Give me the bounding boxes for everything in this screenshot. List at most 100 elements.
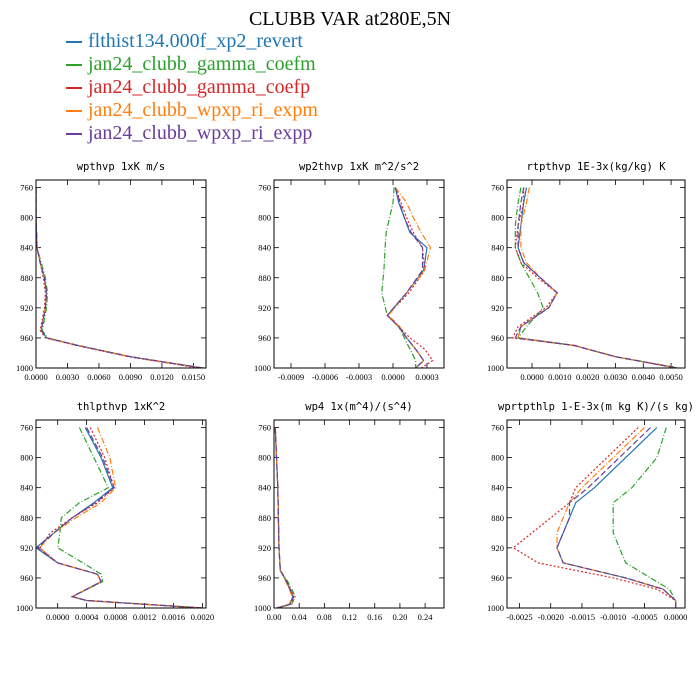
y-tick-label: 840: [258, 483, 271, 493]
plot-frame: [273, 419, 445, 609]
series-line: [36, 187, 202, 368]
x-tick-label: 0.16: [367, 612, 382, 622]
x-tick-label: 0.00: [267, 612, 282, 622]
y-tick-label: 880: [20, 513, 33, 523]
y-tick-label: 800: [491, 453, 504, 463]
y-tick-label: 840: [491, 483, 504, 493]
x-tick-label: 0.0000: [520, 372, 543, 382]
x-tick-label: 0.0030: [56, 372, 79, 382]
series-line: [38, 427, 203, 608]
series-line: [36, 427, 203, 608]
y-tick-label: 1000: [254, 603, 271, 613]
series-line: [36, 187, 202, 368]
y-tick-label: 760: [258, 423, 271, 433]
x-tick-label: 0.0040: [632, 372, 655, 382]
plot-frame: [35, 419, 207, 609]
legend-item: jan24_clubb_wpxp_ri_expm: [66, 99, 318, 122]
x-tick-label: 0.0016: [162, 612, 185, 622]
x-tick-label: -0.0005: [631, 612, 657, 622]
chart-panel: wp4 1x(m^4)/(s^4) 0.00 0.04 0.08 0.12 0.16 0.2…: [254, 401, 445, 622]
x-tick-label: 0.0000: [664, 612, 687, 622]
x-tick-label: 0.0020: [191, 612, 214, 622]
chart-panel: wprtpthlp 1-E-3x(m kg K)/(s kg) -0.0025 -0…: [487, 401, 694, 622]
y-tick-label: 920: [258, 543, 271, 553]
series-line: [381, 187, 417, 368]
series-line: [38, 427, 203, 608]
y-tick-label: 760: [491, 423, 504, 433]
x-tick-label: -0.0003: [346, 372, 372, 382]
y-tick-label: 1000: [487, 603, 504, 613]
plot-frame: [506, 179, 686, 369]
series-line: [556, 427, 677, 608]
panel-title: thlpthvp 1xK^2: [77, 401, 166, 413]
panel-title: wpthvp 1xK m/s: [77, 161, 166, 173]
x-tick-label: 0.0000: [381, 372, 404, 382]
x-tick-label: -0.0025: [506, 612, 532, 622]
y-tick-label: 960: [491, 573, 504, 583]
legend-line-icon: [66, 64, 82, 67]
x-tick-label: 0.0020: [576, 372, 599, 382]
y-tick-label: 920: [20, 303, 33, 313]
y-tick-label: 760: [20, 183, 33, 193]
y-tick-label: 800: [258, 453, 271, 463]
x-tick-label: -0.0015: [569, 612, 595, 622]
figure-title: CLUBB VAR at280E,5N: [248, 8, 452, 30]
y-tick-label: 960: [20, 333, 33, 343]
x-tick-label: 0.20: [392, 612, 407, 622]
series-line: [512, 427, 677, 608]
legend-item: jan24_clubb_gamma_coefp: [66, 76, 318, 99]
legend-line-icon: [66, 87, 82, 90]
x-tick-label: 0.0060: [87, 372, 110, 382]
x-tick-label: 0.0012: [133, 612, 156, 622]
chart-panel: thlpthvp 1xK^2 0.0000 0.0004 0.0008 0.0012 0.…: [16, 401, 214, 622]
series-line: [556, 427, 677, 608]
series-line: [556, 427, 677, 608]
legend-line-icon: [66, 41, 82, 44]
x-tick-label: -0.0009: [278, 372, 304, 382]
legend-item: jan24_clubb_gamma_coefm: [66, 53, 318, 76]
legend: flthist134.000f_xp2_revert jan24_clubb_g…: [66, 30, 318, 145]
chart-panel: wpthvp 1xK m/s 0.0000 0.0030 0.0060 0.0090 0.…: [16, 161, 207, 382]
series-line: [386, 187, 425, 368]
plot-frame: [35, 179, 207, 369]
series-line: [57, 427, 203, 608]
y-tick-label: 840: [20, 243, 33, 253]
chart-panel: rtpthvp 1E-3x(kg/kg) K 0.0000 0.0010 0.0020…: [487, 161, 686, 382]
x-tick-label: -0.0020: [538, 612, 564, 622]
x-tick-label: 0.0004: [75, 612, 99, 622]
y-tick-label: 960: [20, 573, 33, 583]
panel-title: wp2thvp 1xK m^2/s^2: [299, 161, 419, 173]
panel-title: wp4 1x(m^4)/(s^4): [305, 401, 412, 413]
y-tick-label: 960: [258, 333, 271, 343]
x-tick-label: 0.0000: [46, 612, 69, 622]
x-tick-label: 0.04: [292, 612, 308, 622]
y-tick-label: 880: [258, 273, 271, 283]
y-tick-label: 960: [491, 333, 504, 343]
y-tick-label: 920: [20, 543, 33, 553]
y-tick-label: 800: [258, 213, 271, 223]
y-tick-label: 880: [20, 273, 33, 283]
y-tick-label: 1000: [254, 363, 271, 373]
y-tick-label: 880: [491, 513, 504, 523]
y-tick-label: 840: [20, 483, 33, 493]
x-tick-label: 0.0010: [548, 372, 571, 382]
panel-title: rtpthvp 1E-3x(kg/kg) K: [526, 161, 666, 173]
legend-label: jan24_clubb_gamma_coefp: [88, 76, 311, 98]
legend-item: jan24_clubb_wpxp_ri_expp: [66, 122, 318, 145]
plot-frame: [273, 179, 445, 369]
panel-title: wprtpthlp 1-E-3x(m kg K)/(s kg): [498, 401, 694, 413]
legend-line-icon: [66, 133, 82, 136]
series-line: [274, 427, 295, 608]
legend-label: jan24_clubb_wpxp_ri_expp: [88, 122, 313, 144]
y-tick-label: 960: [258, 573, 271, 583]
x-tick-label: -0.0010: [600, 612, 626, 622]
y-tick-label: 800: [20, 453, 33, 463]
legend-line-icon: [66, 110, 82, 113]
series-line: [386, 187, 434, 368]
y-tick-label: 760: [491, 183, 504, 193]
series-line: [517, 187, 677, 368]
x-tick-label: 0.0003: [415, 372, 438, 382]
x-tick-label: 0.08: [317, 612, 332, 622]
y-tick-label: 1000: [487, 363, 504, 373]
